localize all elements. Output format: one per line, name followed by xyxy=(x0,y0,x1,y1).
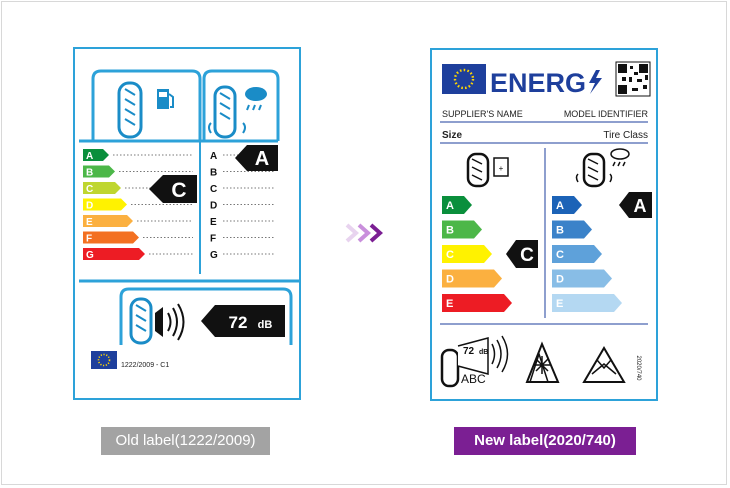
old-noise-unit: dB xyxy=(258,319,273,331)
old-fuel-class-letter: G xyxy=(86,250,94,261)
supplier-name: SUPPLIER'S NAME xyxy=(442,109,523,119)
energy-title: ENERG xyxy=(490,68,586,98)
new-wet-class-letter: D xyxy=(556,274,564,286)
old-fuel-class-letter: C xyxy=(86,184,93,195)
new-wet-class-B: B xyxy=(552,220,592,239)
new-fuel-class-D: D xyxy=(442,269,502,288)
new-noise-unit: dB xyxy=(479,349,488,356)
new-wet-rating-text: A xyxy=(634,196,647,216)
old-fuel-class-letter: D xyxy=(86,201,93,212)
old-fuel-class-D: D xyxy=(83,198,193,212)
old-fuel-class-G: G xyxy=(83,248,193,261)
old-wet-rating-text: A xyxy=(255,148,269,170)
old-fuel-class-F: F xyxy=(83,231,193,245)
size-label: Size xyxy=(442,130,462,141)
old-wet-class-letter: D xyxy=(210,201,217,212)
new-fuel-class-letter: A xyxy=(446,200,454,212)
new-wet-rating-marker: A xyxy=(619,192,652,218)
old-fuel-class-E: E xyxy=(83,215,193,228)
old-wet-rating-marker: A xyxy=(235,145,278,171)
new-fuel-class-letter: B xyxy=(446,225,454,237)
new-fuel-class-E: E xyxy=(442,294,512,312)
old-wet-class-letter: A xyxy=(210,151,217,162)
old-fuel-class-letter: E xyxy=(86,217,93,228)
eu-flag-icon xyxy=(91,351,117,369)
old-regulation-text: 1222/2009 - C1 xyxy=(121,362,169,369)
eu-flag-icon xyxy=(442,64,486,94)
old-wet-class-letter: B xyxy=(210,168,217,179)
new-wet-scale: A BC DE xyxy=(552,196,622,312)
noise-tab-outline xyxy=(119,287,293,345)
model-identifier: MODEL IDENTIFIER xyxy=(564,109,649,119)
svg-text:+: + xyxy=(499,164,504,173)
old-wet-class-C: C xyxy=(210,184,275,195)
old-fuel-class-letter: A xyxy=(86,151,93,162)
old-fuel-class-A: A xyxy=(83,149,193,162)
old-fuel-class-letter: B xyxy=(86,168,93,179)
new-wet-class-letter: E xyxy=(556,298,563,310)
transition-arrows-icon xyxy=(345,223,384,243)
old-wet-class-letter: E xyxy=(210,217,217,228)
old-noise-value: 72 xyxy=(229,313,248,332)
new-fuel-class-A: A xyxy=(442,196,472,214)
noise-class-text: ABC xyxy=(461,372,486,386)
tyre-noise-icon xyxy=(129,297,185,345)
tyre-rain-icon xyxy=(208,85,267,139)
new-fuel-class-letter: D xyxy=(446,274,454,286)
new-fuel-class-C: C xyxy=(442,245,492,263)
tyre-fuel-icon xyxy=(117,81,174,139)
new-fuel-class-letter: E xyxy=(446,298,453,310)
new-label-caption: New label(2020/740) xyxy=(454,427,636,455)
tire-class-label: Tire Class xyxy=(603,130,648,141)
old-fuel-class-B: B xyxy=(83,165,193,179)
old-fuel-class-letter: F xyxy=(86,234,92,245)
new-fuel-rating-text: C xyxy=(520,245,534,266)
new-fuel-class-B: B xyxy=(442,220,482,239)
old-wet-class-G: G xyxy=(210,250,275,261)
tyre-rain-icon xyxy=(575,148,630,188)
old-wet-class-letter: G xyxy=(210,250,218,261)
old-wet-class-E: E xyxy=(210,217,275,228)
new-wet-class-letter: A xyxy=(556,200,564,212)
new-fuel-rating-marker: C xyxy=(506,240,538,268)
old-wet-class-D: D xyxy=(210,201,275,212)
new-wet-class-letter: B xyxy=(556,225,564,237)
new-regulation-text: 2020/740 xyxy=(635,355,641,381)
new-wet-class-C: C xyxy=(552,245,602,263)
old-wet-class-B: B xyxy=(210,168,275,179)
old-fuel-rating-marker: C xyxy=(149,175,197,203)
noise-value-marker: 72 dB xyxy=(201,305,285,337)
snow-mountain-icon xyxy=(525,341,560,383)
qr-code-icon xyxy=(615,61,651,97)
new-fuel-class-letter: C xyxy=(446,249,454,261)
old-wet-class-F: F xyxy=(210,234,275,245)
wet-tab-outline xyxy=(202,69,280,141)
new-tyre-label: ENERG SUPPLIER'S NAME MODEL IDENTIFIER S… xyxy=(430,48,658,401)
new-label-graphic: ENERG SUPPLIER'S NAME MODEL IDENTIFIER S… xyxy=(440,61,652,388)
fuel-tab-outline xyxy=(91,69,202,141)
old-fuel-rating-text: C xyxy=(171,179,186,202)
new-fuel-scale: A BC DE xyxy=(442,196,512,312)
new-wet-class-letter: C xyxy=(556,249,564,261)
new-noise-value: 72 xyxy=(463,346,475,357)
energy-bolt-icon xyxy=(589,70,602,94)
old-label-caption: Old label(1222/2009) xyxy=(101,427,270,455)
tyre-fuel-icon: + xyxy=(466,152,509,188)
ice-mountain-icon xyxy=(582,346,626,383)
new-wet-class-E: E xyxy=(552,294,622,312)
old-wet-class-letter: C xyxy=(210,184,217,195)
new-wet-class-A: A xyxy=(552,196,582,214)
new-wet-class-D: D xyxy=(552,269,612,288)
noise-icon xyxy=(440,335,509,388)
old-wet-class-letter: F xyxy=(210,234,216,245)
